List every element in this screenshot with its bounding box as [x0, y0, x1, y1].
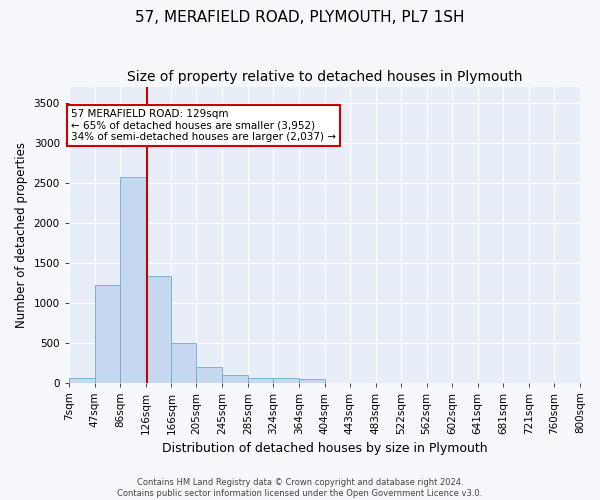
X-axis label: Distribution of detached houses by size in Plymouth: Distribution of detached houses by size … [161, 442, 487, 455]
Bar [248, 378, 273, 382]
Bar [196, 368, 222, 382]
Bar [299, 378, 325, 382]
Text: 57 MERAFIELD ROAD: 129sqm
← 65% of detached houses are smaller (3,952)
34% of se: 57 MERAFIELD ROAD: 129sqm ← 65% of detac… [71, 109, 336, 142]
Bar [95, 285, 120, 382]
Text: Contains HM Land Registry data © Crown copyright and database right 2024.
Contai: Contains HM Land Registry data © Crown c… [118, 478, 482, 498]
Bar [69, 378, 95, 382]
Bar [273, 378, 299, 382]
Y-axis label: Number of detached properties: Number of detached properties [15, 142, 28, 328]
Title: Size of property relative to detached houses in Plymouth: Size of property relative to detached ho… [127, 70, 522, 84]
Bar [222, 374, 248, 382]
Bar [146, 276, 172, 382]
Bar [172, 342, 196, 382]
Bar [120, 177, 146, 382]
Text: 57, MERAFIELD ROAD, PLYMOUTH, PL7 1SH: 57, MERAFIELD ROAD, PLYMOUTH, PL7 1SH [135, 10, 465, 25]
